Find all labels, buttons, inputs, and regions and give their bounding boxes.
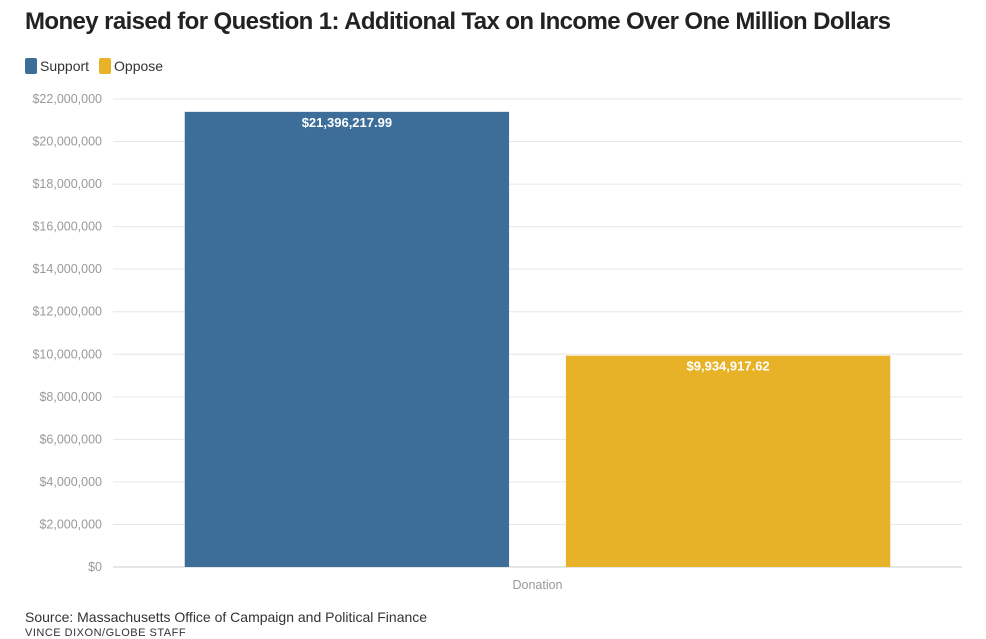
y-tick-label: $10,000,000 xyxy=(32,347,102,361)
legend-label-support: Support xyxy=(40,58,90,74)
y-tick-label: $20,000,000 xyxy=(32,135,102,149)
data-label-support: $21,396,217.99 xyxy=(302,115,392,130)
data-label-oppose: $9,934,917.62 xyxy=(687,359,770,374)
y-tick-label: $6,000,000 xyxy=(39,432,102,446)
y-tick-label: $8,000,000 xyxy=(39,390,102,404)
legend-item-oppose[interactable]: Oppose xyxy=(99,58,163,74)
bar-chart: $0 $2,000,000 $4,000,000 $6,000,000 $8,000,0… xyxy=(32,92,962,592)
legend-swatch-oppose xyxy=(99,58,112,74)
bar-support[interactable] xyxy=(184,111,510,568)
y-tick-label: $18,000,000 xyxy=(32,177,102,191)
chart-title: Money raised for Question 1: Additional … xyxy=(25,8,891,35)
legend-swatch-support xyxy=(25,58,37,74)
y-tick-label: $14,000,000 xyxy=(32,262,102,276)
legend: Support Oppose xyxy=(25,58,173,74)
x-tick-label: Donation xyxy=(512,578,562,592)
y-tick-label: $22,000,000 xyxy=(32,92,102,106)
bar-oppose[interactable] xyxy=(565,355,891,567)
credit-note: VINCE DIXON/GLOBE STAFF xyxy=(25,627,187,639)
legend-label-oppose: Oppose xyxy=(114,58,164,74)
y-tick-label: $4,000,000 xyxy=(39,475,102,489)
y-tick-label: $0 xyxy=(88,560,102,574)
source-note: Source: Massachusetts Office of Campaign… xyxy=(25,609,428,625)
legend-item-support[interactable]: Support xyxy=(25,58,89,74)
y-tick-label: $2,000,000 xyxy=(39,517,102,531)
y-tick-label: $12,000,000 xyxy=(32,305,102,319)
y-tick-label: $16,000,000 xyxy=(32,220,102,234)
